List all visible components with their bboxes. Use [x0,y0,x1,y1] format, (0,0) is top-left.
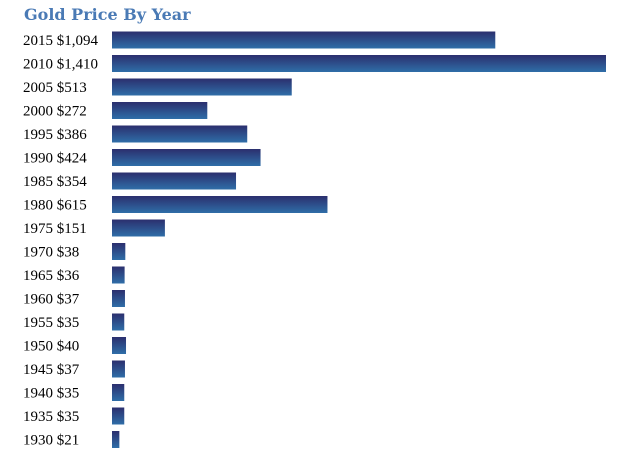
bar-1965 [112,266,125,284]
bar-label-1970: 1970 $38 [23,245,79,261]
bar-1955 [112,313,125,331]
bar-label-1980: 1980 $615 [23,198,87,214]
bar-1970 [112,243,126,260]
bar-label-1965: 1965 $36 [23,268,80,284]
bar-2015 [112,31,496,49]
bar-1950 [112,337,127,354]
bar-2010 [112,55,606,72]
bar-label-1960: 1960 $37 [23,292,80,308]
bar-2000 [112,102,208,119]
bar-label-1935: 1935 $35 [23,409,79,425]
bar-1990 [112,149,261,166]
bar-1985 [112,172,237,190]
bar-1935 [112,407,125,425]
bar-label-1955: 1955 $35 [23,315,79,331]
bar-label-2010: 2010 $1,410 [23,57,98,73]
bar-label-1930: 1930 $21 [23,433,79,449]
bar-1960 [112,290,125,307]
bar-2005 [112,78,292,96]
bar-1975 [112,219,165,237]
bar-label-1995: 1995 $386 [23,127,87,143]
bar-label-1950: 1950 $40 [23,339,79,355]
bar-1995 [112,125,248,143]
bar-label-2015: 2015 $1,094 [23,33,99,49]
chart-title: Gold Price By Year [24,5,191,24]
bar-label-1940: 1940 $35 [23,386,79,402]
bar-label-1990: 1990 $424 [23,151,87,167]
bar-1930 [112,431,120,448]
bar-label-1975: 1975 $151 [23,221,87,237]
bar-1980 [112,196,328,213]
chart-rows: 2015 $1,094 2010 $1,410 2005 $513 2000 $272… [23,31,606,449]
bar-label-2005: 2005 $513 [23,80,87,96]
bar-1940 [112,384,125,401]
bar-1945 [112,360,125,378]
bar-label-2000: 2000 $272 [23,104,87,120]
bar-label-1985: 1985 $354 [23,174,87,190]
bar-label-1945: 1945 $37 [23,362,80,378]
